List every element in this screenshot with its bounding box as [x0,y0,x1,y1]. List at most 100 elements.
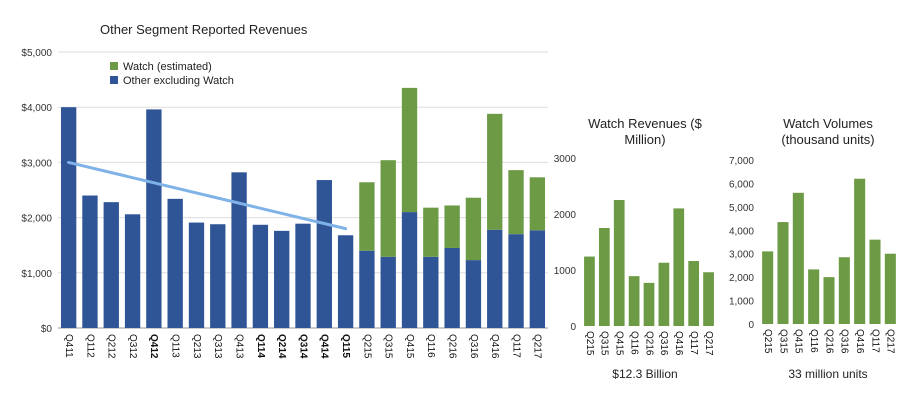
chart1-x-tick: Q412 [148,334,159,359]
chart2-footer: $12.3 Billion [612,367,677,381]
chart3-bar [838,257,850,324]
chart2-bar [613,200,625,326]
chart1-y-tick: $2,000 [21,214,52,225]
chart1-x-tick: Q113 [170,334,181,358]
chart1-x-tick: Q112 [84,334,95,358]
chart2-title-line: Million) [624,132,665,147]
chart1-bar-other [231,172,247,328]
chart1-bar-other [508,234,524,328]
chart1-bar-other [529,230,546,328]
chart1-bar-other [444,247,460,328]
chart3-bar [762,251,774,324]
chart1-x-tick: Q313 [212,334,223,359]
chart1-y-tick: $1,000 [21,269,52,280]
chart2-x-tick: Q315 [599,331,610,356]
chart3-y-tick: 4,000 [729,226,754,237]
chart3-bar [792,192,804,324]
chart1-x-tick: Q214 [276,334,287,359]
legend-swatch-watch [110,62,118,70]
chart1-bar-other [295,223,311,328]
chart1-bar-other [167,198,183,328]
chart1-x-tick: Q415 [404,334,415,359]
chart2-title-line: Watch Revenues ($ [588,116,702,131]
chart3-x-tick: Q116 [808,329,819,353]
chart1-x-tick: Q316 [468,334,479,359]
chart1-bar-watch [444,205,460,248]
chart1-x-tick: Q312 [127,334,138,359]
chart1-x-tick: Q216 [446,334,457,359]
chart2-x-tick: Q117 [688,331,699,355]
chart1-x-tick: Q213 [191,334,202,359]
chart3-y-tick: 5,000 [729,203,754,214]
chart2-x-tick: Q415 [614,331,625,356]
legend-label-watch: Watch (estimated) [123,61,212,73]
chart3-x-tick: Q315 [777,329,788,354]
chart1-bar-watch [401,87,418,213]
chart1-y-tick: $5,000 [21,48,52,59]
chart3-title-line: (thousand units) [781,132,874,147]
chart1-bar-other [487,229,503,328]
chart3-x-tick: Q416 [854,329,865,354]
chart1-bar-watch [359,182,375,251]
chart1-x-tick: Q217 [532,334,543,359]
chart1-y-tick: $3,000 [21,158,52,169]
chart1-x-tick: Q116 [425,334,436,358]
chart3-y-tick: 3,000 [729,250,754,261]
chart3-y-tick: 6,000 [729,179,754,190]
chart1-bar-watch [465,197,482,261]
chart3-bar [854,178,866,324]
chart1-bar-watch [423,207,439,257]
chart1-x-tick: Q115 [340,334,351,358]
chart3-x-tick: Q316 [839,329,850,354]
chart1-x-tick: Q413 [233,334,244,359]
chart1-x-tick: Q114 [255,334,266,358]
chart1-bar-other [124,214,141,328]
chart2-bar [628,276,640,326]
chart1-x-tick: Q117 [510,334,521,358]
chart2-bar [598,228,610,326]
chart2-bar [703,272,714,326]
legend-label-other: Other excluding Watch [123,75,234,87]
chart3-x-tick: Q415 [793,329,804,354]
chart1-y-tick: $4,000 [21,103,52,114]
chart1-bar-watch [380,160,396,257]
chart1-x-tick: Q315 [383,334,394,359]
chart1-bar-other [188,222,205,328]
chart1-bar-other [252,224,269,328]
chart3-y-tick: 0 [748,320,754,331]
chart3-title-line: Watch Volumes [783,116,873,131]
chart3-y-tick: 1,000 [729,297,754,308]
chart3-x-tick: Q217 [885,329,896,354]
chart3-bar [884,253,896,324]
chart1-bar-other [401,212,418,328]
chart2-y-tick: 2000 [554,210,577,221]
chart1-x-tick: Q314 [297,334,308,359]
chart2-bar [658,262,670,326]
chart1-bar-watch [529,177,546,231]
chart2-y-tick: 0 [570,322,576,333]
chart1-bar-other [146,109,162,329]
chart3-bar [777,222,789,324]
chart3-x-tick: Q215 [762,329,773,354]
chart1-bar-other [103,202,119,328]
chart1-bar-watch [508,170,524,235]
chart1-bar-other [82,195,98,328]
chart1-bar-other [274,230,290,328]
chart1-x-tick: Q212 [106,334,117,359]
chart2-bar [643,282,655,326]
chart2-y-tick: 3000 [554,154,577,165]
chart2-x-tick: Q316 [658,331,669,356]
chart1-bar-other [465,260,482,328]
chart2-bar [688,261,700,326]
chart1-y-tick: $0 [41,324,53,335]
chart1-bar-other [380,256,396,328]
chart1-bar-other [316,180,332,328]
chart2-bar [673,208,685,326]
chart3-bar [823,277,835,324]
chart1-bar-other [359,250,375,328]
chart3-x-tick: Q216 [823,329,834,354]
chart3-bar [869,239,881,324]
chart1-bar-other [337,235,354,328]
chart1-x-tick: Q411 [63,334,74,358]
